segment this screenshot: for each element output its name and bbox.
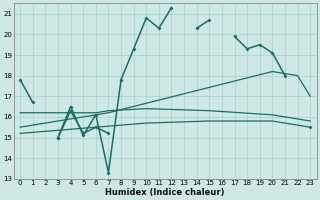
X-axis label: Humidex (Indice chaleur): Humidex (Indice chaleur) [106,188,225,197]
